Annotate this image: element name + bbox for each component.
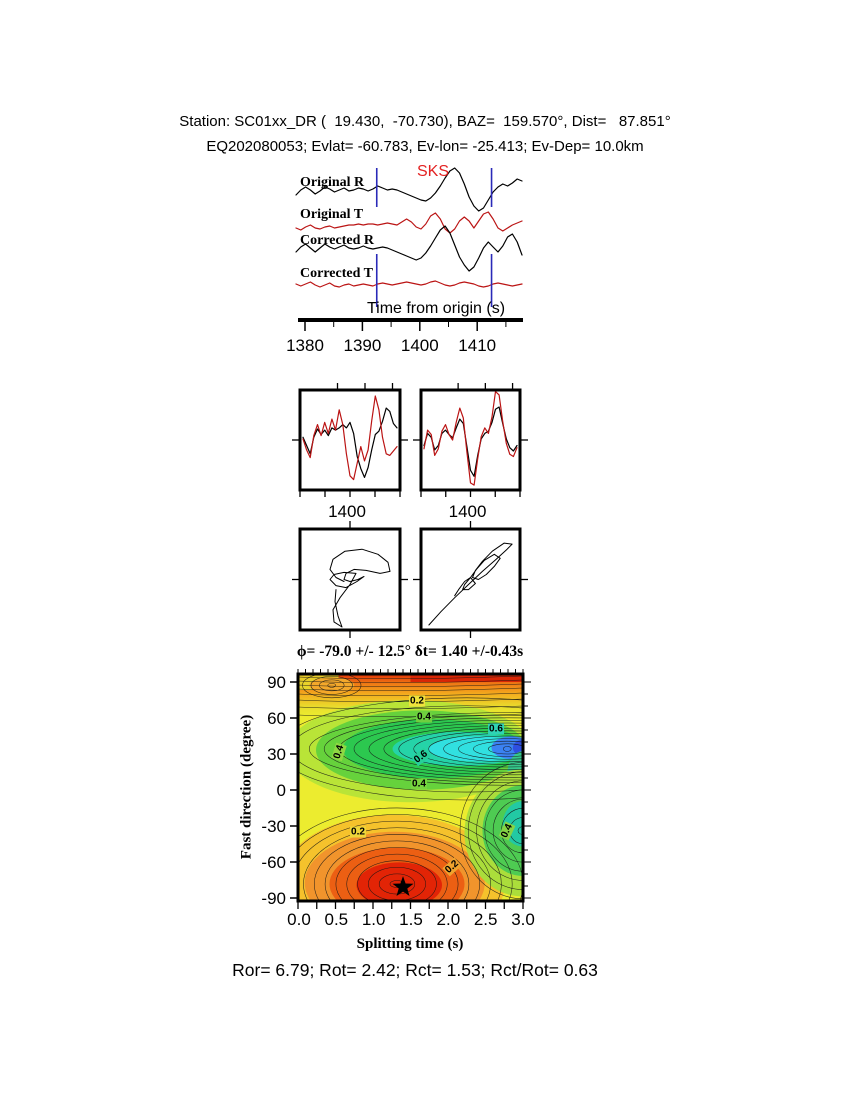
trace-label: Corrected T	[300, 266, 374, 281]
waveform-overlay-panels: 1400 1400	[292, 383, 528, 521]
contour-y-tick-label: 0	[277, 781, 286, 800]
splitting-contour-panel: 90 60 30 0 -30 -60 -900.0 0.5 1.0 1.5 2.0 2.5 3.0	[261, 669, 535, 929]
event-header: EQ202080053; Evlat= -60.783, Ev-lon= -25…	[206, 138, 644, 155]
best-fit-star	[392, 876, 414, 896]
contour-x-tick-label: 2.5	[474, 910, 498, 929]
time-axis-label: Time from origin (s)	[366, 300, 506, 317]
particle-motion-panels	[292, 521, 528, 638]
splitting-result-title: ϕ= -79.0 +/- 12.5° δt= 1.40 +/-0.43s	[296, 643, 524, 660]
contour-y-tick-label: -30	[261, 817, 286, 836]
contour-x-tick-label: 2.0	[437, 910, 461, 929]
overlay-tick-label: 1400	[449, 502, 487, 521]
trace-label: Original R	[300, 175, 365, 190]
time-tick-label: 1380	[286, 336, 324, 355]
trace-label: Corrected R	[300, 233, 375, 248]
contour-y-tick-label: 90	[267, 673, 286, 692]
contour-level-label: 0.6	[488, 723, 504, 735]
contour-level-label: 0.2	[350, 826, 366, 838]
seismogram-panel: Original R Original T Corrected R Corrected…	[286, 167, 523, 355]
quality-metrics-line: Ror= 6.79; Rot= 2.42; Rct= 1.53; Rct/Rot…	[232, 960, 598, 980]
sks-phase-label: SKS	[416, 163, 450, 180]
trace-label: Original T	[300, 207, 364, 222]
contour-y-tick-label: -60	[261, 853, 286, 872]
contour-y-tick-label: -90	[261, 889, 286, 908]
contour-x-tick-label: 0.0	[287, 910, 311, 929]
contour-x-tick-label: 1.5	[399, 910, 423, 929]
contour-x-tick-label: 3.0	[511, 910, 535, 929]
contour-y-axis-label: Fast direction (degree)	[238, 714, 255, 860]
contour-x-tick-label: 1.0	[362, 910, 386, 929]
station-header: Station: SC01xx_DR ( 19.430, -70.730), B…	[179, 113, 671, 130]
time-tick-label: 1410	[458, 336, 496, 355]
time-tick-label: 1400	[401, 336, 439, 355]
contour-level-label: 0.4	[411, 778, 427, 790]
overlay-tick-label: 1400	[328, 502, 366, 521]
contour-level-label: 0.2	[409, 695, 425, 707]
contour-y-tick-label: 30	[267, 745, 286, 764]
contour-level-label: 0.4	[416, 711, 432, 723]
contour-x-tick-label: 0.5	[325, 910, 349, 929]
contour-x-axis-label: Splitting time (s)	[356, 936, 464, 952]
contour-y-tick-label: 60	[267, 709, 286, 728]
time-tick-label: 1390	[343, 336, 381, 355]
